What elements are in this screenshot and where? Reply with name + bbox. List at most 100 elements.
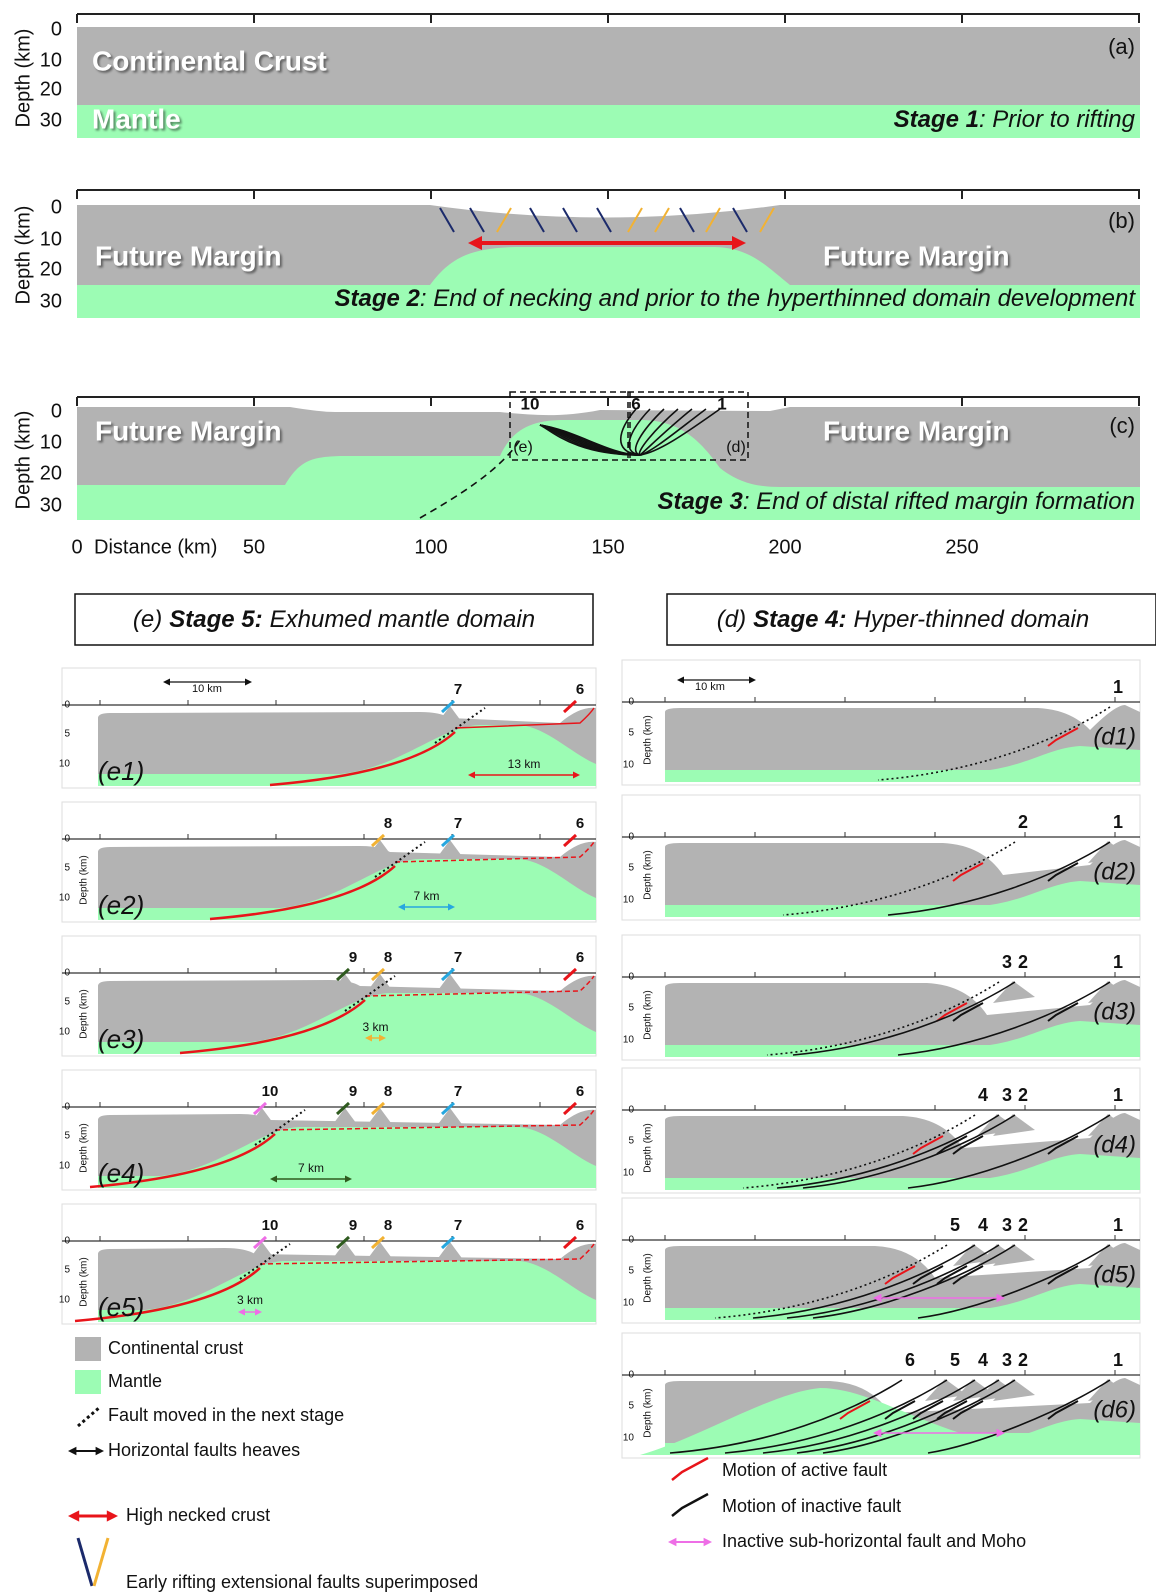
fault-number: 3 xyxy=(1002,1085,1012,1105)
header-prefix: (d) xyxy=(717,606,746,633)
fault-number: 8 xyxy=(384,1083,392,1100)
panel-label: (c) xyxy=(1109,413,1135,438)
depth-label: Depth (km) xyxy=(643,850,654,899)
fault-number: 7 xyxy=(454,815,462,832)
depth-tick-label: 0 xyxy=(64,1236,70,1247)
stage-name: Stage 2 xyxy=(334,285,420,312)
distance-tick-label: 100 xyxy=(414,536,447,558)
depth-tick-label: 10 xyxy=(623,1035,635,1046)
depth-tick-label: 5 xyxy=(628,728,634,739)
box-fault-number: 6 xyxy=(631,394,640,413)
fault-number: 3 xyxy=(1002,952,1012,972)
box-name: (e) xyxy=(513,439,533,456)
header-stage: Stage 4: xyxy=(753,606,846,633)
legend-label: Motion of inactive fault xyxy=(722,1496,901,1516)
fault-number: 4 xyxy=(978,1215,988,1235)
depth-tick-label: 10 xyxy=(623,895,635,906)
header-stage: Stage 5: xyxy=(169,606,262,633)
fault-number: 8 xyxy=(384,1217,392,1234)
legend-label: Early rifting extensional faults superim… xyxy=(126,1572,478,1592)
heave-label: 7 km xyxy=(298,1161,324,1175)
depth-tick-label: 0 xyxy=(64,1102,70,1113)
fault-number: 1 xyxy=(1113,677,1123,697)
fault-number: 9 xyxy=(349,949,357,966)
stage-caption: Stage 2: End of necking and prior to the… xyxy=(334,285,1136,312)
subpanel-label: (e2) xyxy=(98,890,144,920)
section-label: Future Margin xyxy=(95,415,282,446)
subpanel-label: (e3) xyxy=(98,1024,144,1054)
legend-dotted xyxy=(78,1407,100,1426)
legend-fault-navy xyxy=(78,1538,92,1586)
depth-tick-label: 10 xyxy=(40,49,62,71)
depth-tick-label: 0 xyxy=(628,1235,634,1246)
depth-tick-label: 5 xyxy=(628,1401,634,1412)
legend-necked-arrow-head xyxy=(107,1510,118,1521)
distance-tick-label: 250 xyxy=(945,536,978,558)
depth-tick-label: 10 xyxy=(623,1433,635,1444)
section-label: Continental Crust xyxy=(92,45,327,76)
depth-tick-label: 0 xyxy=(51,196,62,218)
depth-tick-label: 5 xyxy=(628,1266,634,1277)
stage-text: : End of distal rifted margin formation xyxy=(743,488,1135,515)
legend-inactive xyxy=(672,1494,708,1516)
depth-tick-label: 5 xyxy=(64,863,70,874)
stage-name: Stage 1 xyxy=(894,106,979,133)
fault-number: 9 xyxy=(349,1083,357,1100)
distance-tick-label: 0 xyxy=(71,536,82,558)
depth-tick-label: 0 xyxy=(628,1105,634,1116)
fault-number: 10 xyxy=(262,1083,279,1100)
legend-moho-arrow-head xyxy=(704,1538,712,1546)
fault-number: 7 xyxy=(454,1083,462,1100)
fault-number: 1 xyxy=(1113,812,1123,832)
depth-label: Depth (km) xyxy=(79,989,90,1038)
stage-text: : Prior to rifting xyxy=(979,106,1136,133)
depth-tick-label: 0 xyxy=(628,697,634,708)
panel-label: (a) xyxy=(1108,34,1135,59)
subpanel-label: (d4) xyxy=(1093,1131,1136,1158)
header-text: Exhumed mantle domain xyxy=(270,606,535,633)
fault-number: 8 xyxy=(384,949,392,966)
heave-label: 13 km xyxy=(508,757,541,771)
depth-tick-label: 30 xyxy=(40,109,62,131)
panel-label: (b) xyxy=(1108,208,1135,233)
depth-label: Depth (km) xyxy=(12,206,34,305)
legend-necked-arrow-head xyxy=(68,1510,79,1521)
depth-tick-label: 5 xyxy=(628,1003,634,1014)
legend-moho-arrow-head xyxy=(668,1538,676,1546)
depth-tick-label: 0 xyxy=(64,700,70,711)
fault-number: 1 xyxy=(1113,952,1123,972)
distance-tick-label: 200 xyxy=(768,536,801,558)
depth-tick-label: 10 xyxy=(40,431,62,453)
fault-number: 8 xyxy=(384,815,392,832)
fault-number: 1 xyxy=(1113,1350,1123,1370)
depth-label: Depth (km) xyxy=(79,1123,90,1172)
depth-label: Depth (km) xyxy=(643,990,654,1039)
heave-label: 7 km xyxy=(413,889,439,903)
depth-tick-label: 5 xyxy=(628,1136,634,1147)
legend-label: Fault moved in the next stage xyxy=(108,1405,344,1425)
fault-number: 2 xyxy=(1018,952,1028,972)
depth-tick-label: 5 xyxy=(64,729,70,740)
depth-label: Depth (km) xyxy=(643,1123,654,1172)
fault-number: 2 xyxy=(1018,812,1028,832)
depth-tick-label: 10 xyxy=(59,893,71,904)
depth-tick-label: 0 xyxy=(51,400,62,422)
legend-label: Continental crust xyxy=(108,1338,243,1358)
legend-swatch-crust xyxy=(75,1337,101,1361)
heave-label: 3 km xyxy=(362,1020,388,1034)
depth-tick-label: 20 xyxy=(40,78,62,100)
fault-number: 6 xyxy=(576,681,584,698)
fault-number: 7 xyxy=(454,681,462,698)
depth-tick-label: 0 xyxy=(628,832,634,843)
depth-label: Depth (km) xyxy=(79,1257,90,1306)
subpanel-label: (d3) xyxy=(1093,998,1136,1025)
fault-number: 6 xyxy=(576,949,584,966)
depth-tick-label: 30 xyxy=(40,494,62,516)
fault-number: 4 xyxy=(978,1085,988,1105)
depth-label: Depth (km) xyxy=(79,855,90,904)
header-text: Hyper-thinned domain xyxy=(854,606,1090,633)
box-fault-number: 1 xyxy=(717,394,726,413)
stage-text: : End of necking and prior to the hypert… xyxy=(420,285,1136,312)
depth-tick-label: 20 xyxy=(40,258,62,280)
header-title: (d) Stage 4: Hyper-thinned domain xyxy=(717,606,1089,633)
